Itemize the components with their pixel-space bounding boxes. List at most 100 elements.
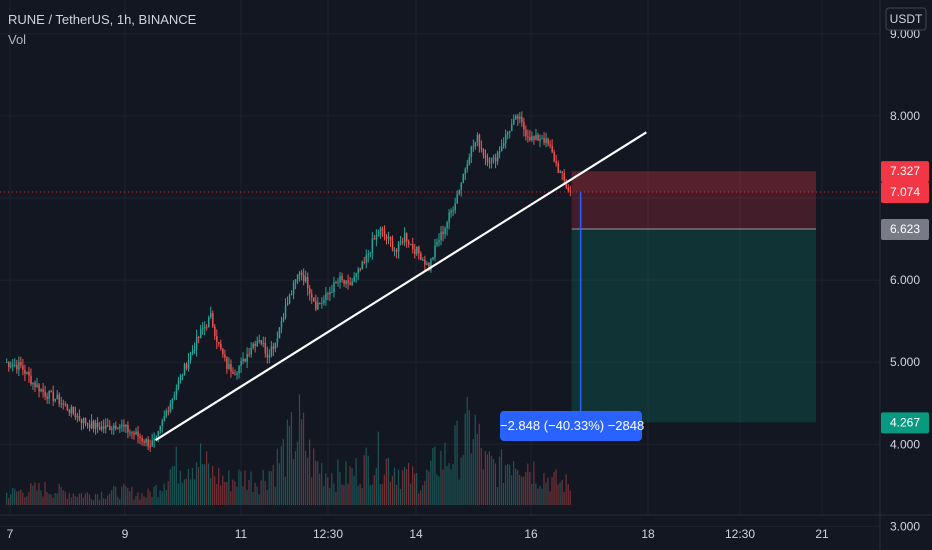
candle [377,234,380,236]
volume-bar [276,448,278,505]
volume-bar [523,476,525,505]
volume-bar [250,471,252,505]
candle [272,346,275,349]
candle [54,398,56,401]
volume-bar [86,492,89,505]
candle [357,268,359,274]
volume-bar [448,463,450,505]
volume-bar [389,481,392,505]
candle [496,152,499,162]
volume-bar [391,476,394,505]
volume-bar [383,474,385,505]
volume-bar [567,483,569,505]
volume-bar [327,477,329,505]
candle [309,288,311,294]
volume-bar [365,447,367,505]
volume-bar [486,454,488,505]
candle [92,420,95,429]
volume-bar [72,493,74,505]
volume-bar [189,479,192,505]
volume-bar [537,488,539,505]
candle [535,134,537,140]
candle [242,358,244,361]
candle [456,194,458,204]
candle [363,261,366,263]
candle [432,257,434,260]
candle [197,336,200,338]
trendline[interactable] [154,131,647,442]
volume-bar [555,469,557,505]
candle [353,276,355,282]
candle [274,342,277,349]
candle [147,439,149,447]
candle [113,425,115,429]
volume-bar [515,468,517,505]
candle [567,187,570,191]
volume-bar [438,476,440,505]
volume-bar [474,414,476,505]
candle [173,395,176,399]
candle [410,243,412,245]
volume-bar [111,490,113,505]
volume-bar [44,482,46,505]
volume-bar [113,485,115,505]
volume-bar [46,492,48,505]
volume-bar [14,488,16,505]
candle [319,302,321,304]
candle [177,380,180,389]
volume-bar [434,446,436,505]
candle [337,282,339,284]
volume-bar [553,471,555,505]
candle [484,155,487,159]
candle [151,440,153,447]
price-tag-label: 7.074 [890,185,920,199]
volume-bar [304,450,307,505]
candle [325,293,327,301]
volume-legend[interactable]: Vol [8,32,27,47]
volume-bar [183,479,185,505]
candle [513,119,515,125]
candle [28,371,30,376]
price-tag [881,161,929,183]
candle [12,364,14,367]
volume-bar [242,486,244,505]
candle [414,249,416,255]
volume-bar [347,483,349,505]
candle [523,121,525,130]
candle [361,261,364,270]
volume-bar [143,496,145,505]
candle [125,425,127,427]
volume-bar [357,485,359,505]
candle [137,431,139,437]
candle [199,329,202,338]
volume-bar [236,486,238,505]
volume-bar [32,485,34,505]
volume-bar [284,476,286,505]
volume-bar [319,473,321,505]
volume-bar [64,491,66,505]
candle [109,425,111,431]
symbol-title[interactable]: RUNE / TetherUS, 1h, BINANCE [8,12,197,27]
volume-bar [147,488,149,505]
x-tick-label: 9 [122,527,129,541]
volume-bar [26,496,28,505]
candle [167,410,170,412]
candle [256,341,258,346]
volume-bar [418,493,420,505]
volume-bar [565,474,567,505]
loss-progress-zone [571,191,817,229]
volume-bar [496,487,499,505]
volume-bar [458,479,460,505]
candle [335,282,337,284]
candle [155,436,157,439]
candle [171,398,174,404]
volume-bar [349,466,351,505]
candle [327,293,329,295]
volume-bar [119,499,121,505]
volume-bar [96,494,99,505]
volume-bar [28,492,30,505]
candle [56,394,59,399]
volume-bar [123,484,125,505]
